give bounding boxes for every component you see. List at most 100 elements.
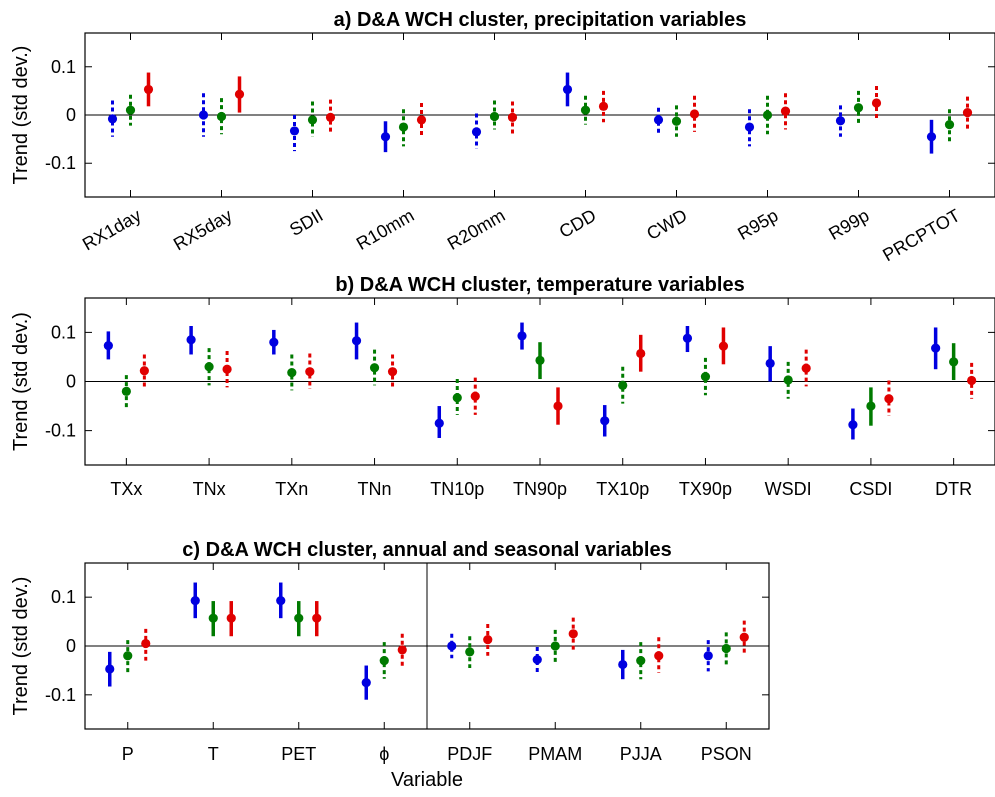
data-point — [866, 401, 876, 411]
x-tick-label: PSON — [701, 744, 752, 764]
data-point — [618, 380, 628, 391]
panel-title: a) D&A WCH cluster, precipitation variab… — [334, 9, 747, 31]
data-point — [689, 109, 700, 119]
data-point — [387, 367, 398, 377]
data-point — [186, 335, 196, 345]
data-point — [325, 112, 336, 123]
data-point — [123, 651, 133, 661]
x-tick-label: CDD — [556, 205, 600, 242]
data-point — [216, 111, 227, 122]
y-tick-label: -0.1 — [45, 421, 76, 441]
plot-frame — [84, 562, 770, 730]
data-point — [198, 110, 209, 120]
data-point — [307, 115, 318, 125]
data-point — [931, 343, 941, 353]
data-point — [967, 375, 977, 386]
data-point — [835, 116, 846, 126]
x-tick-label: R10mm — [353, 205, 418, 254]
data-point — [562, 84, 573, 95]
data-point — [143, 84, 154, 95]
x-tick-label: TN90p — [513, 479, 567, 499]
y-tick-label: 0 — [66, 636, 76, 656]
data-point — [107, 114, 118, 124]
x-tick-label: TN10p — [430, 479, 484, 499]
x-tick-label: CWD — [643, 205, 690, 244]
data-point — [398, 122, 409, 132]
data-point — [703, 651, 713, 661]
data-point — [141, 638, 151, 649]
series-2 — [141, 601, 749, 673]
series-2 — [143, 72, 973, 137]
x-tick-label: DTR — [935, 479, 972, 499]
data-point — [783, 375, 793, 385]
panel-title: c) D&A WCH cluster, annual and seasonal … — [182, 539, 671, 561]
x-tick-label: T — [208, 744, 219, 764]
data-point — [226, 613, 236, 623]
data-point — [447, 641, 457, 651]
data-point — [287, 368, 297, 378]
y-tick-label: -0.1 — [45, 153, 76, 173]
x-tick-label: RX1day — [79, 205, 144, 254]
series-0 — [107, 72, 937, 154]
data-point — [671, 116, 682, 126]
x-tick-label: PJJA — [620, 744, 662, 764]
x-tick-label: WSDI — [765, 479, 812, 499]
data-point — [289, 126, 300, 136]
y-tick-label: 0.1 — [51, 322, 76, 342]
data-point — [208, 613, 218, 623]
x-tick-label: SDII — [286, 205, 326, 240]
data-point — [434, 418, 444, 428]
x-tick-label: P — [122, 744, 134, 764]
data-point — [369, 363, 380, 373]
plot-frame — [84, 297, 995, 466]
data-point — [550, 641, 560, 651]
data-point — [532, 655, 542, 665]
x-tick-label: ϕ — [379, 744, 389, 764]
x-tick-label: TXn — [275, 479, 308, 499]
data-point — [871, 98, 882, 108]
data-point — [465, 647, 475, 657]
data-point — [926, 132, 937, 142]
series-1 — [121, 342, 959, 426]
data-point — [470, 391, 480, 401]
x-tick-label: TNn — [358, 479, 392, 499]
y-axis-label: Trend (std dev.) — [10, 577, 32, 716]
panel-c: c) D&A WCH cluster, annual and seasonal … — [10, 539, 770, 791]
x-axis-label: Variable — [391, 769, 463, 791]
x-tick-label: PDJF — [447, 744, 492, 764]
x-tick-label: TXx — [110, 479, 142, 499]
x-tick-label: TX90p — [679, 479, 732, 499]
data-point — [636, 656, 646, 666]
data-point — [361, 678, 371, 688]
y-axis-label: Trend (std dev.) — [10, 312, 32, 451]
x-tick-label: R95p — [734, 205, 781, 244]
data-point — [103, 341, 113, 351]
data-point — [853, 103, 864, 113]
data-point — [416, 115, 427, 125]
data-point — [517, 331, 527, 341]
panel-a: a) D&A WCH cluster, precipitation variab… — [10, 9, 995, 265]
data-point — [125, 105, 136, 115]
data-point — [568, 629, 578, 639]
series-0 — [103, 322, 941, 440]
x-tick-label: R99p — [825, 205, 872, 244]
data-point — [618, 659, 628, 670]
data-point — [553, 401, 563, 411]
data-point — [276, 595, 286, 606]
data-point — [121, 386, 131, 396]
y-axis-label: Trend (std dev.) — [10, 46, 32, 185]
data-point — [190, 595, 200, 606]
data-point — [653, 115, 664, 125]
series-1 — [123, 601, 731, 680]
series-0 — [105, 582, 713, 700]
data-point — [351, 336, 362, 346]
data-point — [949, 357, 959, 367]
panel-b: b) D&A WCH cluster, temperature variable… — [10, 274, 995, 499]
data-point — [762, 110, 773, 120]
data-point — [598, 101, 609, 111]
data-point — [507, 112, 518, 123]
series-2 — [139, 327, 977, 425]
data-point — [379, 656, 389, 666]
y-tick-label: 0 — [66, 105, 76, 125]
